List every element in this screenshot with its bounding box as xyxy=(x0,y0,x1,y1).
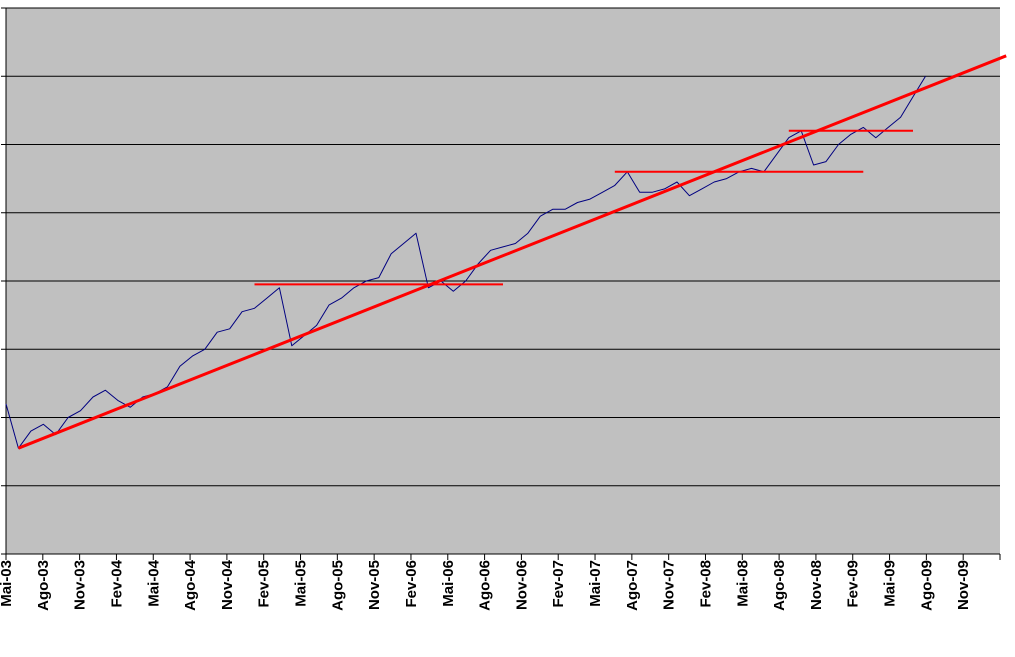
gridlines xyxy=(1,7,1000,555)
x-tick-label: Fev-04 xyxy=(108,559,125,607)
x-tick-label: Fev-05 xyxy=(256,560,273,608)
x-tick-label: Nov-05 xyxy=(366,560,383,610)
x-tick-label: Ago-03 xyxy=(35,560,52,611)
x-tick-label: Mai-03 xyxy=(0,560,15,607)
x-tick-marks xyxy=(5,554,1001,560)
x-tick-label: Ago-07 xyxy=(624,560,641,611)
x-tick-label: Fev-07 xyxy=(550,560,567,608)
x-tick-label: Mai-09 xyxy=(882,560,899,607)
x-tick-label: Ago-05 xyxy=(329,560,346,611)
x-tick-labels: Mai-03 Ago-03 Nov-03 Fev-04 Mai-04 Ago-04 Nov-… xyxy=(0,559,972,610)
x-tick-label: Ago-08 xyxy=(771,560,788,611)
x-tick-label: Ago-06 xyxy=(477,560,494,611)
x-tick-label: Mai-05 xyxy=(293,560,310,607)
x-tick-label: Nov-04 xyxy=(219,559,236,610)
x-tick-label: Nov-09 xyxy=(955,560,972,610)
x-tick-label: Fev-09 xyxy=(845,560,862,608)
series xyxy=(5,54,1007,450)
x-tick-label: Nov-06 xyxy=(513,560,530,610)
x-tick-label: Nov-07 xyxy=(661,560,678,610)
trend-line xyxy=(17,54,1007,450)
x-tick-label: Mai-06 xyxy=(440,560,457,607)
x-tick-label: Fev-08 xyxy=(698,560,715,608)
x-tick-label: Nov-08 xyxy=(808,560,825,610)
x-tick-label: Ago-09 xyxy=(918,560,935,611)
x-tick-label: Mai-07 xyxy=(587,560,604,607)
axes xyxy=(5,8,1000,555)
x-tick-label: Fev-06 xyxy=(403,560,420,608)
x-tick-label: Mai-08 xyxy=(734,560,751,607)
x-tick-label: Mai-04 xyxy=(145,559,162,606)
x-tick-label: Ago-04 xyxy=(182,559,199,610)
x-tick-label: Nov-03 xyxy=(72,560,89,610)
